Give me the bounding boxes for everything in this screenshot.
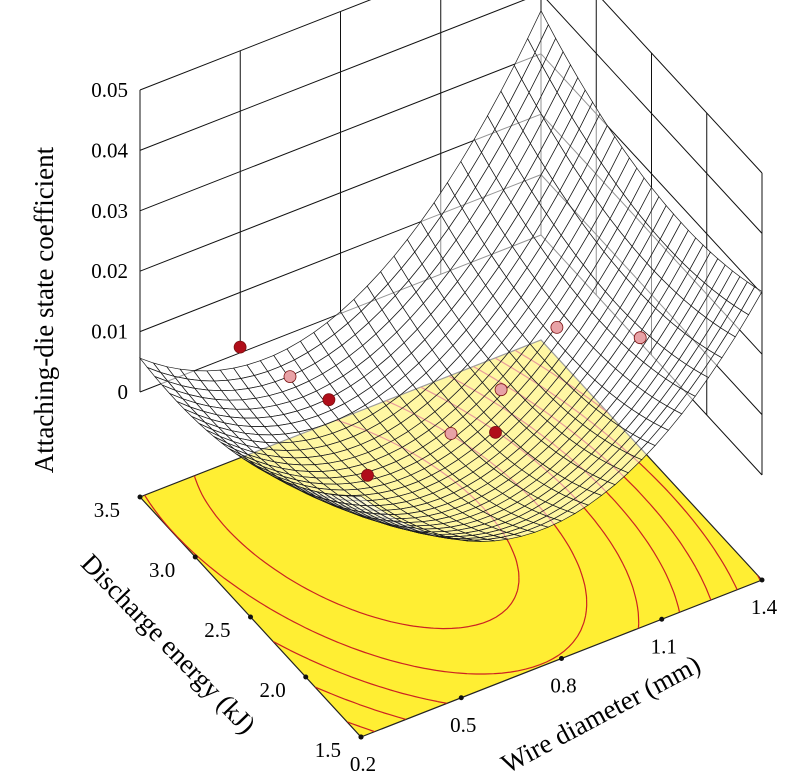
x-tick-mark <box>458 695 464 701</box>
design-points <box>233 320 647 482</box>
response-surface-mesh <box>138 9 763 542</box>
design-point-8 <box>361 468 374 482</box>
design-point-7 <box>322 393 336 407</box>
x-tick-label: 0.5 <box>450 713 476 737</box>
wall-gridline-z <box>139 0 763 174</box>
wall-gridline-z <box>139 0 763 234</box>
design-point-4 <box>633 331 647 345</box>
y-tick-label: 3.0 <box>149 558 175 582</box>
design-point-6 <box>233 340 247 354</box>
x-tick-mark <box>559 656 564 661</box>
design-point-9 <box>489 425 502 439</box>
z-tick-label: 0.04 <box>91 138 128 162</box>
y-tick-mark <box>137 494 143 500</box>
y-tick-mark <box>358 734 364 740</box>
x-tick-label: 0.8 <box>550 674 576 698</box>
design-point-1 <box>444 427 458 440</box>
x-tick-mark <box>759 577 765 583</box>
z-tick-label: 0.02 <box>91 259 128 283</box>
y-tick-mark <box>303 674 309 680</box>
y-tick-label: 2.0 <box>260 678 286 702</box>
z-tick-label: 0.01 <box>91 320 128 344</box>
z-tick-label: 0 <box>118 380 129 404</box>
surface-cell <box>352 495 376 507</box>
z-axis-title: Attaching-die state coefficient <box>29 146 59 473</box>
x-tick-mark <box>659 616 665 622</box>
y-tick-mark <box>248 614 253 620</box>
y-tick-label: 2.5 <box>204 618 230 642</box>
design-point-3 <box>550 320 564 334</box>
axis-ticks: 0 0.01 0.02 0.03 0.04 0.05 0.2 0.5 0.8 1.1 1.4 1.5 2… <box>91 78 777 776</box>
design-point-2 <box>494 383 508 397</box>
y-tick-label: 1.5 <box>315 738 341 762</box>
surface-cells <box>138 9 763 542</box>
x-tick-label: 1.4 <box>751 595 778 619</box>
x-tick-label: 0.2 <box>350 752 376 776</box>
x-tick-label: 1.1 <box>651 634 677 658</box>
z-tick-label: 0.05 <box>91 78 128 102</box>
y-tick-label: 3.5 <box>94 498 120 522</box>
design-point-5 <box>283 370 297 384</box>
y-tick-mark <box>192 554 198 560</box>
z-tick-label: 0.03 <box>91 199 128 223</box>
